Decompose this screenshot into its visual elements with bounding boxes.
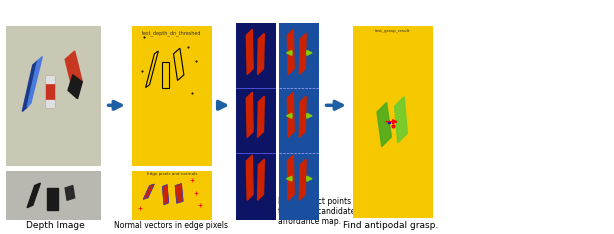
Polygon shape <box>27 57 42 107</box>
Polygon shape <box>287 92 294 137</box>
Text: Find antipodal grasp.: Find antipodal grasp. <box>343 221 439 230</box>
Polygon shape <box>175 184 183 203</box>
Polygon shape <box>143 184 154 199</box>
Text: Edge pixels and normals: Edge pixels and normals <box>147 172 197 176</box>
Polygon shape <box>246 92 253 137</box>
Bar <box>47 188 58 210</box>
Text: test_depth_dn_threshed: test_depth_dn_threshed <box>142 30 201 36</box>
Polygon shape <box>68 75 82 99</box>
Polygon shape <box>65 51 82 90</box>
Bar <box>46 76 54 83</box>
Polygon shape <box>300 33 306 74</box>
Polygon shape <box>22 61 37 111</box>
Text: Color Image: Color Image <box>28 178 83 187</box>
Bar <box>46 76 54 107</box>
Text: Find contact points according to
the grasp candidates from grasp
affordance map.: Find contact points according to the gra… <box>278 197 403 226</box>
Polygon shape <box>257 159 264 200</box>
Bar <box>162 62 169 88</box>
Polygon shape <box>162 185 169 205</box>
Text: Normal vectors in edge pixels: Normal vectors in edge pixels <box>114 221 228 230</box>
Polygon shape <box>300 159 306 200</box>
Polygon shape <box>287 155 294 200</box>
Polygon shape <box>395 97 407 143</box>
Polygon shape <box>377 102 391 147</box>
Bar <box>46 100 54 107</box>
Polygon shape <box>27 183 41 208</box>
Polygon shape <box>257 33 264 74</box>
Polygon shape <box>300 96 306 137</box>
Polygon shape <box>287 29 294 74</box>
Polygon shape <box>65 186 75 200</box>
Text: test_grasp_result: test_grasp_result <box>375 29 411 33</box>
Polygon shape <box>257 96 264 137</box>
Text: Depth Image: Depth Image <box>26 221 85 230</box>
Polygon shape <box>246 155 253 200</box>
Text: Edge pixels: Edge pixels <box>145 178 196 187</box>
Polygon shape <box>246 29 253 74</box>
